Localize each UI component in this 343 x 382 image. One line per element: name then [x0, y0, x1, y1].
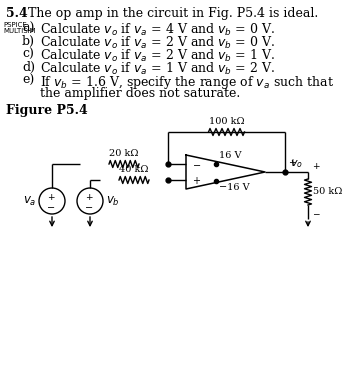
- Text: 16 V: 16 V: [219, 152, 241, 160]
- Text: PSPICE: PSPICE: [3, 22, 27, 28]
- Text: Calculate $v_o$ if $v_a$ = 4 V and $v_b$ = 0 V.: Calculate $v_o$ if $v_a$ = 4 V and $v_b$…: [40, 22, 275, 38]
- Text: 100 kΩ: 100 kΩ: [209, 117, 244, 126]
- Text: 40 kΩ: 40 kΩ: [119, 165, 149, 174]
- Text: d): d): [22, 61, 35, 74]
- Text: e): e): [22, 74, 34, 87]
- Text: $-$: $-$: [84, 201, 94, 210]
- Text: $v_b$: $v_b$: [106, 194, 120, 207]
- Text: −16 V: −16 V: [219, 183, 250, 193]
- Text: a): a): [22, 22, 34, 35]
- Text: $-$: $-$: [312, 208, 321, 217]
- Text: Calculate $v_o$ if $v_a$ = 1 V and $v_b$ = 2 V.: Calculate $v_o$ if $v_a$ = 1 V and $v_b$…: [40, 61, 275, 77]
- Text: $v_a$: $v_a$: [23, 194, 36, 207]
- Text: $+$: $+$: [47, 192, 55, 202]
- Text: Calculate $v_o$ if $v_a$ = 2 V and $v_b$ = 0 V.: Calculate $v_o$ if $v_a$ = 2 V and $v_b$…: [40, 35, 275, 51]
- Text: If $v_b$ = 1.6 V, specify the range of $v_a$ such that: If $v_b$ = 1.6 V, specify the range of $…: [40, 74, 334, 91]
- Text: $+$: $+$: [312, 161, 321, 171]
- Text: the amplifier does not saturate.: the amplifier does not saturate.: [40, 87, 240, 100]
- Text: b): b): [22, 35, 35, 48]
- Text: c): c): [22, 48, 34, 61]
- Text: MULTISIM: MULTISIM: [3, 28, 36, 34]
- Text: The op amp in the circuit in Fig. P5.4 is ideal.: The op amp in the circuit in Fig. P5.4 i…: [28, 7, 318, 20]
- Text: 50 kΩ: 50 kΩ: [313, 188, 342, 196]
- Text: $+$: $+$: [192, 175, 201, 186]
- Text: 20 kΩ: 20 kΩ: [109, 149, 139, 158]
- Text: Figure P5.4: Figure P5.4: [6, 104, 88, 117]
- Text: Calculate $v_o$ if $v_a$ = 2 V and $v_b$ = 1 V.: Calculate $v_o$ if $v_a$ = 2 V and $v_b$…: [40, 48, 275, 64]
- Text: $v_o$: $v_o$: [290, 158, 303, 170]
- Text: $-$: $-$: [192, 160, 201, 168]
- Text: $+$: $+$: [288, 157, 297, 168]
- Text: $-$: $-$: [46, 201, 56, 210]
- Text: 5.4: 5.4: [6, 7, 28, 20]
- Text: $+$: $+$: [85, 192, 93, 202]
